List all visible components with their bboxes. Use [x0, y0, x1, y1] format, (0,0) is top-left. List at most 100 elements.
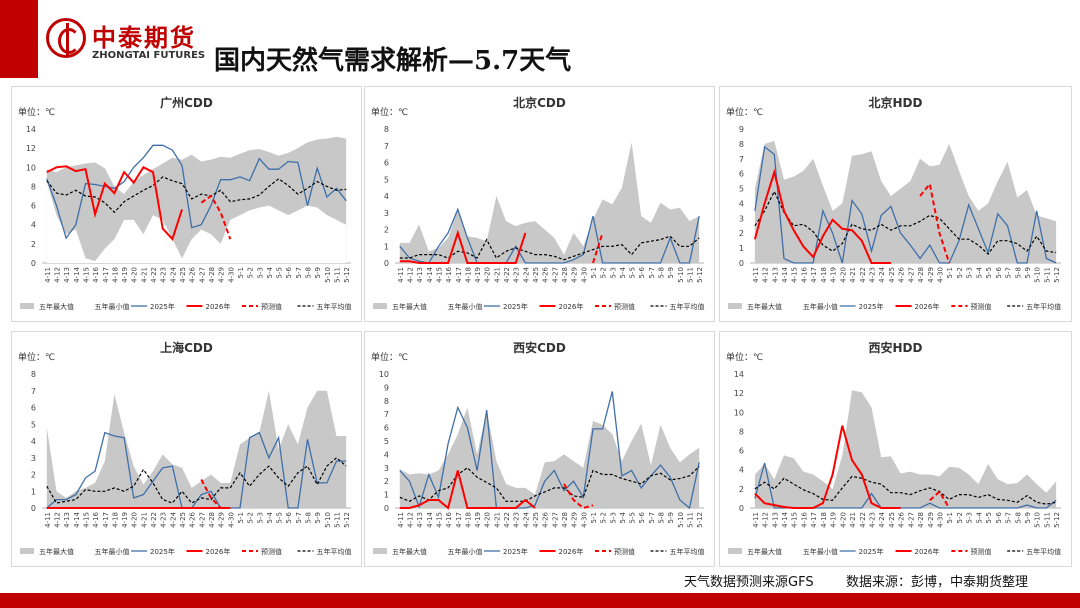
y-tick-label: 8 — [384, 125, 389, 134]
x-tick-label: 4-22 — [150, 267, 158, 283]
x-tick-label: 4-24 — [878, 511, 886, 527]
x-tick-label: 5-12 — [343, 267, 351, 283]
legend-label-avg: 五年平均值 — [317, 302, 352, 311]
x-tick-label: 4-27 — [551, 267, 559, 283]
x-tick-label: 4-21 — [493, 267, 501, 283]
x-tick-label: 4-12 — [53, 267, 61, 283]
x-tick-label: 5-7 — [1005, 267, 1013, 278]
y-tick-label: 2 — [739, 229, 744, 238]
x-tick-label: 4-29 — [927, 512, 935, 528]
x-tick-label: 4-16 — [445, 266, 453, 282]
x-tick-label: 5-1 — [590, 267, 598, 278]
series-2026-line — [46, 165, 183, 242]
x-tick-label: 4-25 — [532, 512, 540, 528]
legend-swatch-band_min — [783, 548, 798, 554]
series-five-year-max-area — [754, 390, 1057, 508]
x-tick-label: 5-8 — [305, 512, 313, 523]
x-tick-label: 5-9 — [314, 512, 322, 523]
x-tick-label: 4-23 — [513, 512, 521, 528]
legend-label-avg: 五年平均值 — [1026, 547, 1061, 556]
x-tick-label: 4-24 — [878, 266, 886, 282]
x-tick-label: 5-1 — [237, 267, 245, 278]
chart-title: 北京CDD — [513, 95, 566, 110]
x-tick-label: 4-27 — [907, 267, 915, 283]
x-tick-label: 5-1 — [946, 512, 954, 523]
y-tick-label: 10 — [379, 370, 389, 379]
x-tick-label: 5-4 — [975, 511, 983, 523]
x-tick-label: 4-27 — [198, 512, 206, 528]
legend-label-y2026: 2026年 — [559, 302, 584, 311]
legend-label-forecast: 预测值 — [970, 547, 991, 556]
chart-panel-shanghai-cdd: 上海CDD 单位：℃ 0 1 2 3 4 5 6 7 8 4-11 4-12 4-13 4-14 4-15 4-… — [11, 331, 362, 567]
x-tick-label: 4-30 — [227, 267, 235, 283]
x-tick-label: 4-15 — [435, 512, 443, 528]
x-tick-label: 5-7 — [648, 267, 656, 278]
y-tick-label: 2 — [384, 477, 389, 486]
series-forecast-line — [919, 181, 951, 264]
x-tick-label: 5-12 — [1053, 512, 1061, 528]
legend-swatch-band_max — [728, 303, 742, 309]
x-tick-label: 4-30 — [227, 512, 235, 528]
legend-label-y2025: 2025年 — [150, 547, 175, 556]
x-tick-label: 4-16 — [800, 511, 808, 527]
x-tick-label: 4-18 — [464, 512, 472, 528]
legend-label-avg: 五年平均值 — [317, 547, 352, 556]
legend-swatch-band_min — [428, 548, 443, 554]
y-tick-label: 1 — [384, 491, 389, 500]
x-tick-label: 4-15 — [791, 512, 799, 528]
x-tick-label: 4-21 — [493, 512, 501, 528]
x-tick-label: 5-8 — [305, 267, 313, 278]
unit-label: 单位：℃ — [18, 106, 55, 118]
x-tick-label: 4-13 — [63, 267, 71, 283]
y-tick-label: 6 — [739, 447, 744, 456]
unit-label: 单位：℃ — [18, 351, 55, 363]
x-tick-label: 4-17 — [102, 267, 110, 283]
y-tick-label: 5 — [384, 175, 389, 184]
x-tick-label: 4-24 — [522, 511, 530, 527]
legend-swatch-band_min — [75, 303, 90, 309]
y-tick-label: 0 — [31, 504, 36, 513]
x-tick-label: 4-11 — [44, 267, 52, 283]
x-tick-label: 4-25 — [888, 267, 896, 283]
x-tick-label: 4-23 — [868, 512, 876, 528]
x-tick-label: 5-11 — [334, 512, 342, 528]
x-tick-label: 4-13 — [63, 512, 71, 528]
legend-label-band_max: 五年最大值 — [39, 302, 74, 311]
x-tick-label: 5-7 — [295, 267, 303, 278]
y-tick-label: 10 — [734, 408, 744, 417]
x-tick-label: 5-6 — [285, 266, 293, 278]
y-tick-label: 7 — [739, 155, 744, 164]
y-tick-label: 14 — [26, 125, 36, 134]
x-tick-label: 4-29 — [218, 512, 226, 528]
x-tick-label: 4-16 — [800, 266, 808, 282]
y-tick-label: 2 — [739, 485, 744, 494]
x-tick-label: 4-13 — [416, 267, 424, 283]
x-tick-label: 4-14 — [426, 511, 434, 527]
x-tick-label: 5-4 — [619, 266, 627, 278]
x-tick-label: 4-29 — [571, 267, 579, 283]
y-tick-label: 3 — [739, 214, 744, 223]
y-tick-label: 7 — [384, 410, 389, 419]
x-tick-label: 4-11 — [752, 267, 760, 283]
x-tick-label: 5-10 — [324, 512, 332, 528]
legend-label-band_max: 五年最大值 — [392, 302, 427, 311]
x-tick-label: 4-16 — [92, 266, 100, 282]
chart-svg: 西安HDD 单位：℃ 0 2 4 6 8 10 12 14 4-11 4-12 4-13 4-14 4-15… — [726, 340, 1061, 556]
x-tick-label: 4-28 — [208, 267, 216, 283]
x-tick-label: 4-27 — [551, 512, 559, 528]
x-tick-label: 4-30 — [580, 267, 588, 283]
x-tick-label: 5-6 — [638, 266, 646, 278]
legend-label-band_max: 五年最大值 — [747, 302, 782, 311]
x-tick-label: 5-5 — [985, 267, 993, 278]
x-tick-label: 4-14 — [426, 266, 434, 282]
x-tick-label: 5-10 — [677, 267, 685, 283]
y-tick-label: 5 — [31, 420, 36, 429]
x-tick-label: 5-5 — [276, 512, 284, 523]
x-tick-label: 4-22 — [503, 512, 511, 528]
y-tick-label: 6 — [739, 170, 744, 179]
x-tick-label: 4-29 — [218, 267, 226, 283]
legend-label-forecast: 预测值 — [261, 547, 282, 556]
x-tick-label: 5-9 — [667, 512, 675, 523]
chart-panel-beijing-cdd: 北京CDD 单位：℃ 0 1 2 3 4 5 6 7 8 4-11 4-12 4-13 4-14 4-15 4-… — [364, 86, 715, 322]
